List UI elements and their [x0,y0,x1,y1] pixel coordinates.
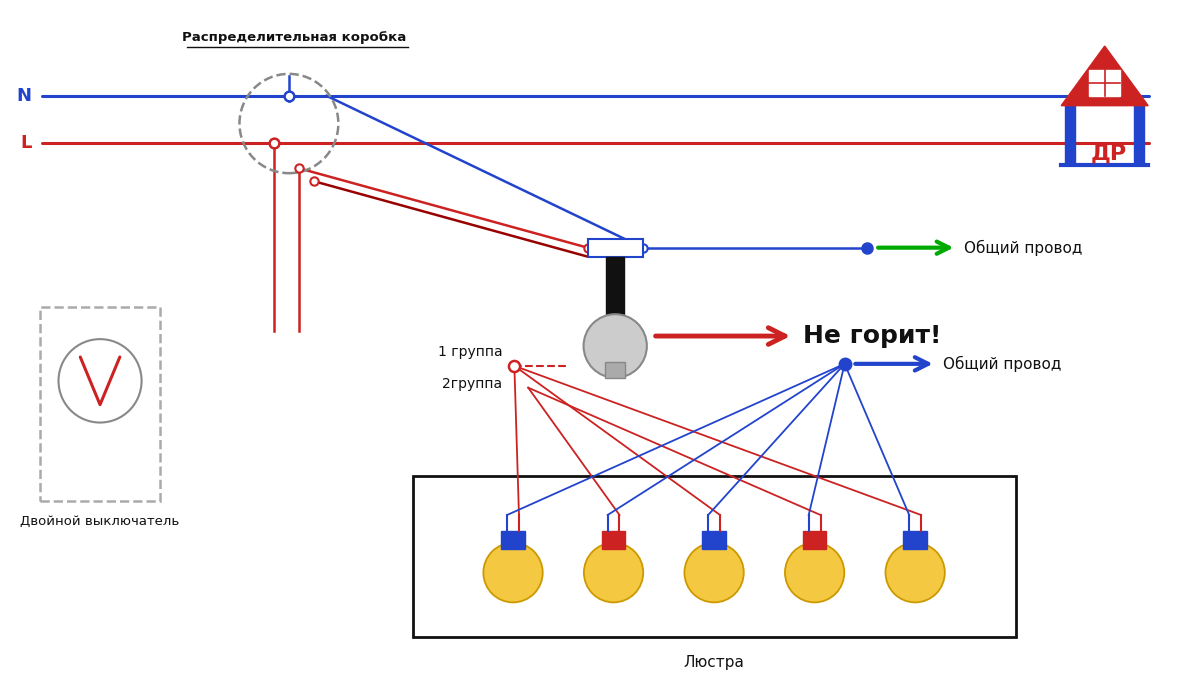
Circle shape [684,543,744,602]
Text: L: L [20,134,32,153]
Text: Общий провод: Общий провод [965,240,1082,256]
Bar [413,476,1015,637]
Circle shape [584,543,643,602]
Circle shape [583,314,647,378]
Bar [502,531,524,549]
Text: Общий провод: Общий провод [943,356,1062,372]
Bar [605,362,625,378]
Text: ДР: ДР [1091,143,1127,163]
Circle shape [886,543,944,602]
Bar [1134,101,1145,165]
Bar [601,531,625,549]
Text: 1 группа: 1 группа [438,345,503,359]
Bar [904,531,928,549]
Bar [40,307,161,501]
Polygon shape [1061,46,1148,106]
Circle shape [785,543,845,602]
Bar [606,256,624,314]
Circle shape [484,543,542,602]
Text: Двойной выключатель: Двойной выключатель [20,515,180,528]
Bar [702,531,726,549]
Bar [1088,70,1121,96]
Text: Люстра: Люстра [684,655,744,670]
Bar [588,239,643,256]
Text: Распределительная коробка: Распределительная коробка [181,31,406,44]
Bar [1066,101,1075,165]
Text: N: N [17,86,32,105]
Bar [803,531,827,549]
Text: Не горит!: Не горит! [803,324,942,348]
Text: 2группа: 2группа [443,377,503,391]
